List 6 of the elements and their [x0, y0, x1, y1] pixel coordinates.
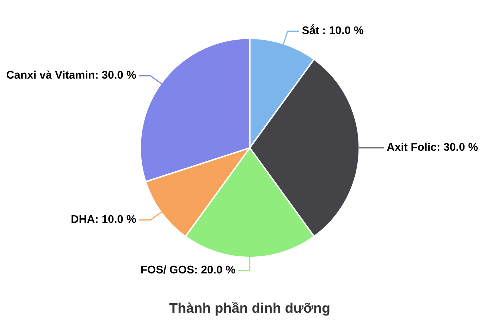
text: Thành phần dinh dưỡng — [170, 302, 330, 316]
slice-label: Sắt : 10.0 % — [302, 24, 364, 34]
slice-label: Axit Folic: 30.0 % — [387, 142, 478, 152]
slice-label: Canxi và Vitamin: 30.0 % — [6, 70, 136, 80]
slice-label: FOS/ GOS: 20.0 % — [141, 266, 236, 274]
slice-label: DHA: 10.0 % — [72, 215, 136, 224]
